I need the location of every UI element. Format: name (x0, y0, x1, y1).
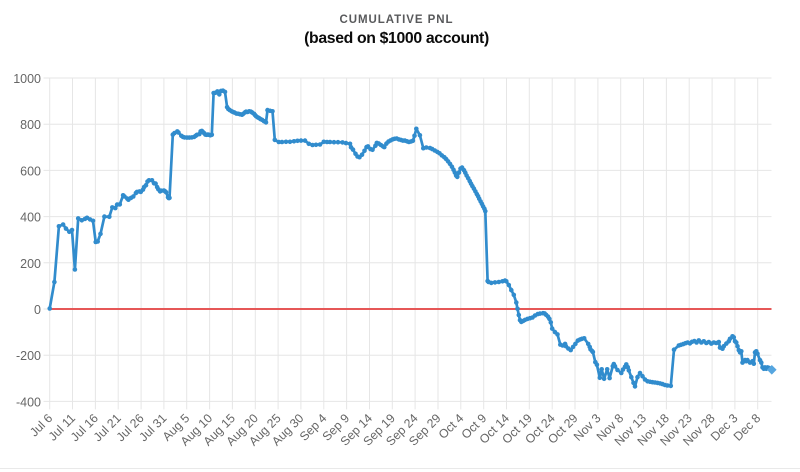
svg-text:400: 400 (20, 211, 41, 225)
svg-text:-400: -400 (16, 395, 41, 409)
svg-text:0: 0 (34, 303, 41, 317)
svg-text:1000: 1000 (13, 72, 41, 86)
svg-text:-200: -200 (16, 349, 41, 363)
svg-text:600: 600 (20, 164, 41, 178)
svg-text:200: 200 (20, 257, 41, 271)
svg-text:800: 800 (20, 118, 41, 132)
